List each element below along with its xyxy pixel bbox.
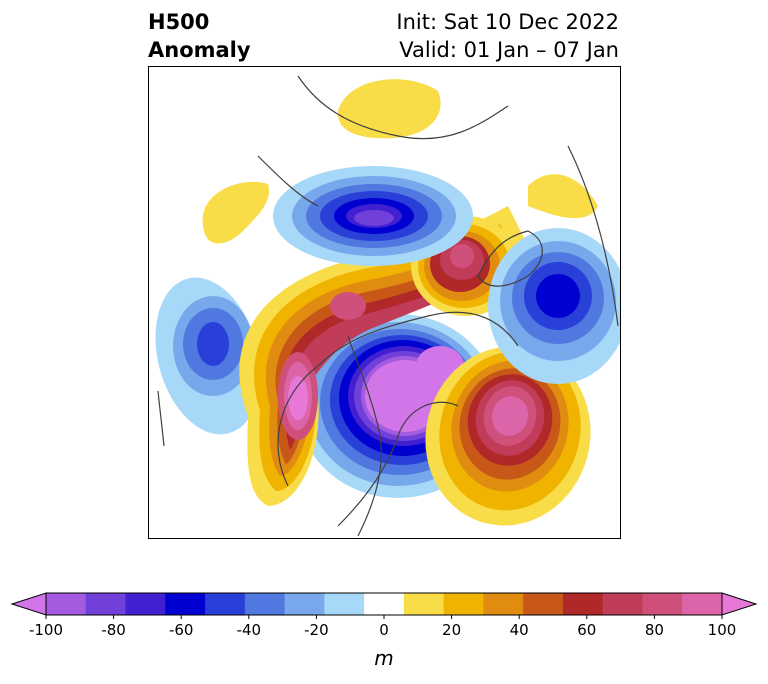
colorbar-tick-label: -100 <box>29 621 63 639</box>
colorbar-cell <box>324 593 365 615</box>
colorbar-cell <box>562 593 604 615</box>
colorbar-tick-label: 60 <box>577 621 596 639</box>
colorbar-cell <box>682 593 723 615</box>
colorbar-tick-label: 40 <box>510 621 529 639</box>
colorbar-cell <box>125 593 166 615</box>
valid-range: Valid: 01 Jan – 07 Jan <box>399 38 619 62</box>
colorbar-cell <box>483 593 524 615</box>
siberia-low <box>488 228 621 384</box>
north-pacific-low <box>155 277 261 435</box>
colorbar-tick-label: 80 <box>645 621 664 639</box>
colorbar-extend-max <box>721 592 758 616</box>
colorbar-cell <box>165 593 206 615</box>
colorbar-tick-label: -40 <box>237 621 262 639</box>
colorbar-cell <box>642 593 683 615</box>
colorbar-tick-label: 100 <box>708 621 737 639</box>
map-title: H500 Anomaly <box>148 8 251 64</box>
anomaly-fill <box>155 79 621 526</box>
europe-ridge <box>202 79 598 244</box>
coastlines <box>157 75 619 537</box>
colorbar-cells <box>10 592 758 616</box>
colorbar-extend-min <box>10 592 47 616</box>
init-date: Init: Sat 10 Dec 2022 <box>396 10 619 34</box>
map-dates: Init: Sat 10 Dec 2022 Valid: 01 Jan – 07… <box>396 8 619 64</box>
colorbar: -100 -80 -60 -40 -20 0 20 40 60 80 100 <box>10 592 758 639</box>
colorbar-tick-label: 0 <box>379 621 389 639</box>
title-type: Anomaly <box>148 38 251 62</box>
arctic-low <box>273 166 473 266</box>
colorbar-cell <box>46 593 87 615</box>
colorbar-cell <box>205 593 246 615</box>
anomaly-map <box>148 66 621 539</box>
colorbar-cell <box>403 593 445 615</box>
colorbar-tick-label: -20 <box>304 621 329 639</box>
colorbar-cell <box>244 593 286 615</box>
title-variable: H500 <box>148 10 210 34</box>
colorbar-cell <box>602 593 643 615</box>
colorbar-ticks: -100 -80 -60 -40 -20 0 20 40 60 80 100 <box>29 615 736 639</box>
colorbar-cell <box>85 593 127 615</box>
colorbar-cell <box>523 593 564 615</box>
colorbar-cell <box>284 593 325 615</box>
colorbar-tick-label: -80 <box>101 621 126 639</box>
colorbar-tick-label: -60 <box>169 621 194 639</box>
colorbar-cell <box>364 593 405 615</box>
colorbar-unit-label: m <box>374 646 394 670</box>
colorbar-tick-label: 20 <box>442 621 461 639</box>
colorbar-cell <box>443 593 484 615</box>
atlantic-ridge <box>425 346 591 526</box>
